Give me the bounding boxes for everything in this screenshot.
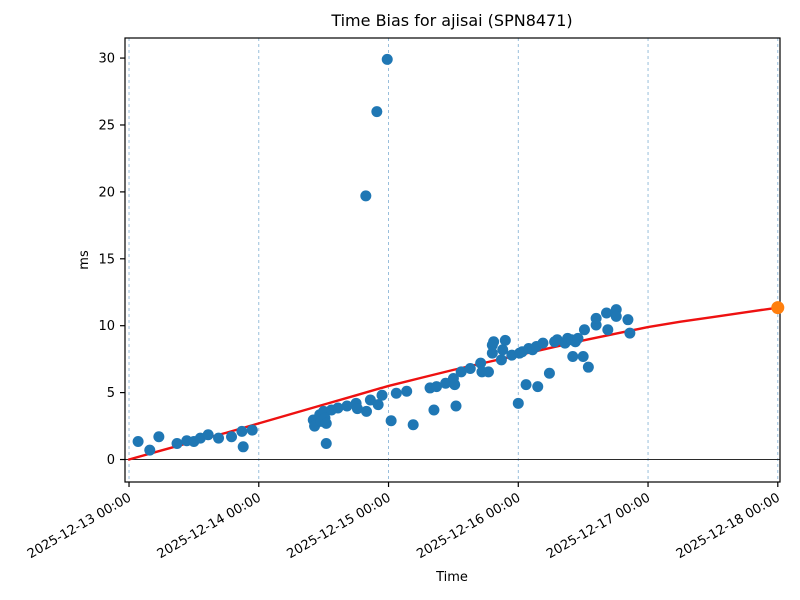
data-point [622, 314, 634, 326]
data-point [376, 389, 388, 401]
data-point [512, 397, 524, 409]
data-point [590, 312, 602, 324]
data-point [401, 385, 413, 397]
data-point [226, 431, 238, 443]
data-point [572, 332, 584, 344]
data-point [320, 417, 332, 429]
data-point [372, 399, 384, 411]
data-point [488, 336, 500, 348]
data-point [610, 310, 622, 322]
data-point [153, 431, 165, 443]
y-tick-label: 30 [98, 52, 115, 67]
data-point [341, 400, 353, 412]
x-tick-label: 2025-12-16 00:00 [414, 490, 523, 562]
x-tick-label: 2025-12-18 00:00 [674, 490, 783, 562]
x-tick-label: 2025-12-17 00:00 [544, 490, 653, 562]
data-point [455, 366, 467, 378]
prediction-point-layer [771, 301, 785, 315]
data-point [390, 387, 402, 399]
data-point [567, 350, 579, 362]
data-point [450, 400, 462, 412]
data-point [360, 190, 372, 202]
data-point [497, 344, 509, 356]
y-axis-label: ms [77, 250, 92, 270]
scatter-points [132, 53, 636, 456]
data-point [475, 357, 487, 369]
y-tick-label: 5 [107, 386, 115, 401]
data-point [132, 435, 144, 447]
data-point [464, 363, 476, 375]
data-point [499, 334, 511, 346]
axis-ticks [120, 57, 779, 487]
data-point [532, 381, 544, 393]
x-tick-label: 2025-12-13 00:00 [25, 490, 134, 562]
data-point [486, 347, 498, 359]
data-point [582, 361, 594, 373]
data-point [202, 429, 214, 441]
data-point [144, 444, 156, 456]
data-point [578, 324, 590, 336]
data-point [171, 437, 183, 449]
y-tick-label: 20 [98, 185, 115, 200]
data-point [237, 441, 249, 453]
x-axis-label: Time [435, 570, 468, 585]
data-point [601, 307, 613, 319]
data-point [482, 366, 494, 378]
plot-border [124, 37, 781, 483]
data-point [213, 432, 225, 444]
data-point [236, 425, 248, 437]
chart-title: Time Bias for ajisai (SPN8471) [330, 11, 572, 30]
data-point [351, 403, 363, 415]
data-point [537, 337, 549, 349]
data-point [381, 53, 393, 65]
data-point [385, 415, 397, 427]
data-point [624, 327, 636, 339]
data-point [577, 350, 589, 362]
data-point [495, 354, 507, 366]
data-point [543, 367, 555, 379]
data-point [602, 324, 614, 336]
y-tick-labels: 0 5 10 15 20 25 30 [98, 52, 115, 468]
y-tick-label: 25 [98, 118, 115, 133]
gridlines [128, 38, 779, 482]
y-tick-label: 15 [98, 252, 115, 267]
data-point [246, 424, 258, 436]
data-point [371, 106, 383, 118]
data-point [428, 404, 440, 416]
data-point [449, 379, 461, 391]
prediction-point [771, 301, 785, 315]
y-tick-label: 10 [98, 319, 115, 334]
x-tick-label: 2025-12-15 00:00 [285, 490, 394, 562]
x-tick-labels: 2025-12-13 00:00 2025-12-14 00:00 2025-12-… [25, 490, 783, 562]
data-point [332, 402, 344, 414]
data-point [320, 437, 332, 449]
data-point [360, 405, 372, 417]
data-point [407, 419, 419, 431]
x-tick-label: 2025-12-14 00:00 [155, 490, 264, 562]
data-point [520, 379, 532, 391]
data-point [431, 381, 443, 393]
y-tick-label: 0 [107, 453, 115, 468]
